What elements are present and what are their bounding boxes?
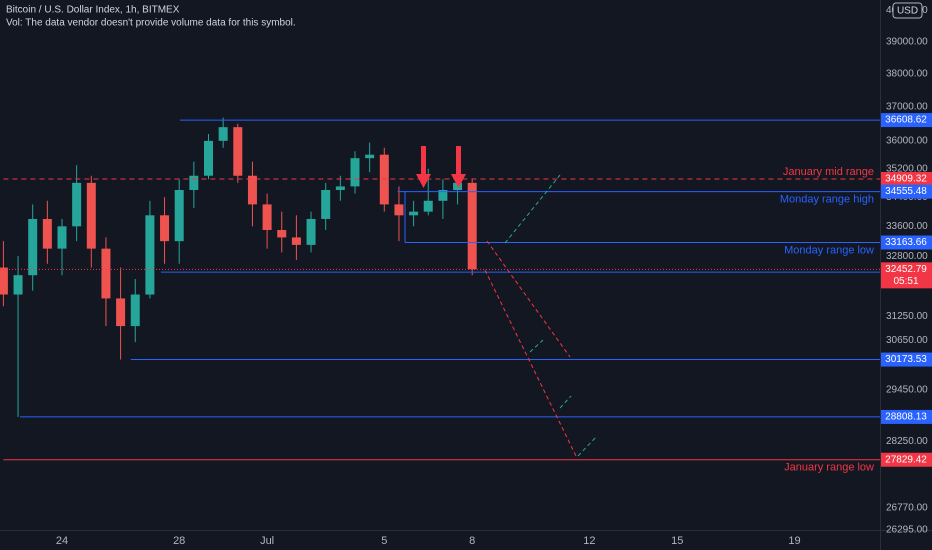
candle-body xyxy=(467,182,477,270)
level-label: 28808.13 xyxy=(885,412,927,423)
candle-body xyxy=(160,215,170,242)
y-tick-label: 30650.00 xyxy=(886,335,928,346)
level-label: 30173.53 xyxy=(885,354,927,365)
arrow-shaft xyxy=(456,146,461,174)
candle-body xyxy=(262,204,272,231)
projection xyxy=(504,174,561,244)
x-tick-label: 8 xyxy=(469,535,475,547)
candle-body xyxy=(101,248,111,299)
countdown: 05:51 xyxy=(893,276,918,287)
candle-body xyxy=(350,158,360,187)
candle-body xyxy=(86,182,96,249)
candle-body xyxy=(306,218,316,245)
y-tick-label: 39000.00 xyxy=(886,36,928,47)
candle-body xyxy=(130,294,140,327)
x-tick-label: 24 xyxy=(56,535,68,547)
x-tick-label: Jul xyxy=(260,535,274,547)
level-label: 27829.42 xyxy=(885,454,927,465)
candle-body xyxy=(379,154,389,205)
level-label-box xyxy=(881,409,932,424)
candle-body xyxy=(423,200,433,212)
candle-body xyxy=(42,218,52,249)
candle-body xyxy=(174,189,184,242)
candle-body xyxy=(247,175,257,205)
arrow-head xyxy=(451,174,466,188)
y-tick-label: 38000.00 xyxy=(886,69,928,80)
volume-note: Vol: The data vendor doesn't provide vol… xyxy=(6,18,296,29)
candle-body xyxy=(321,189,331,219)
y-tick-label: 31250.00 xyxy=(886,311,928,322)
projection xyxy=(577,436,597,457)
symbol-title: Bitcoin / U.S. Dollar Index, 1h, BITMEX xyxy=(6,5,180,16)
y-tick-label: 26295.00 xyxy=(886,525,928,536)
x-tick-label: 12 xyxy=(583,535,595,547)
candle-body xyxy=(233,127,243,176)
level-label-box xyxy=(881,113,932,128)
candle-body xyxy=(145,215,155,295)
candle-body xyxy=(218,127,228,141)
level-label-box xyxy=(881,352,932,367)
candle-body xyxy=(189,175,199,190)
y-tick-label: 36000.00 xyxy=(886,135,928,146)
arrow-head xyxy=(416,174,431,188)
candle-body xyxy=(57,226,67,249)
y-tick-label: 26770.00 xyxy=(886,502,928,513)
candle-body xyxy=(13,275,23,295)
projections xyxy=(484,174,597,459)
x-tick-label: 28 xyxy=(173,535,185,547)
candle-body xyxy=(394,204,404,216)
arrow xyxy=(416,146,466,188)
candle-body xyxy=(204,140,213,176)
candle-body xyxy=(365,154,375,159)
projection xyxy=(529,339,544,353)
candle-body xyxy=(438,189,448,201)
level-note: Monday range low xyxy=(784,244,874,256)
level-label-box xyxy=(881,235,932,250)
level-note: Monday range high xyxy=(780,193,874,205)
projection xyxy=(559,395,572,409)
level-label-box xyxy=(881,184,932,199)
level-label-box xyxy=(881,171,932,186)
y-tick-label: 35200.00 xyxy=(886,163,928,174)
arrow-shaft xyxy=(421,146,426,174)
candle-body xyxy=(28,218,38,276)
candle-body xyxy=(72,182,82,227)
level-label: 33163.66 xyxy=(885,237,927,248)
level-label: 34555.48 xyxy=(885,186,927,197)
currency[interactable]: USD xyxy=(897,6,918,17)
level-label: 34909.32 xyxy=(885,174,927,185)
candle-body xyxy=(409,211,419,216)
plot xyxy=(0,117,880,461)
x-tick-label: 5 xyxy=(381,535,387,547)
y-tick-label: 29450.00 xyxy=(886,384,928,395)
level-note: January mid range xyxy=(783,166,874,178)
x-tick-label: 15 xyxy=(671,535,683,547)
candle-body xyxy=(277,230,287,238)
y-tick-label: 28250.00 xyxy=(886,436,928,447)
candle-body xyxy=(291,237,301,245)
level-note: January range low xyxy=(784,462,874,474)
x-tick-label: 19 xyxy=(788,535,800,547)
y-tick-label: 37000.00 xyxy=(886,102,928,113)
level-label-box xyxy=(881,452,932,467)
y-tick-label: 32800.00 xyxy=(886,251,928,262)
level-label: 36608.62 xyxy=(885,115,927,126)
last-price-label: 32452.79 xyxy=(885,264,927,275)
projection xyxy=(486,240,571,358)
y-tick-label: 33600.00 xyxy=(886,221,928,232)
candle-body xyxy=(453,182,463,190)
candle-body xyxy=(335,186,345,190)
candle-body xyxy=(0,267,8,295)
candle-body xyxy=(116,298,126,327)
currency-badge[interactable] xyxy=(892,2,923,19)
last-price-box xyxy=(881,262,932,289)
